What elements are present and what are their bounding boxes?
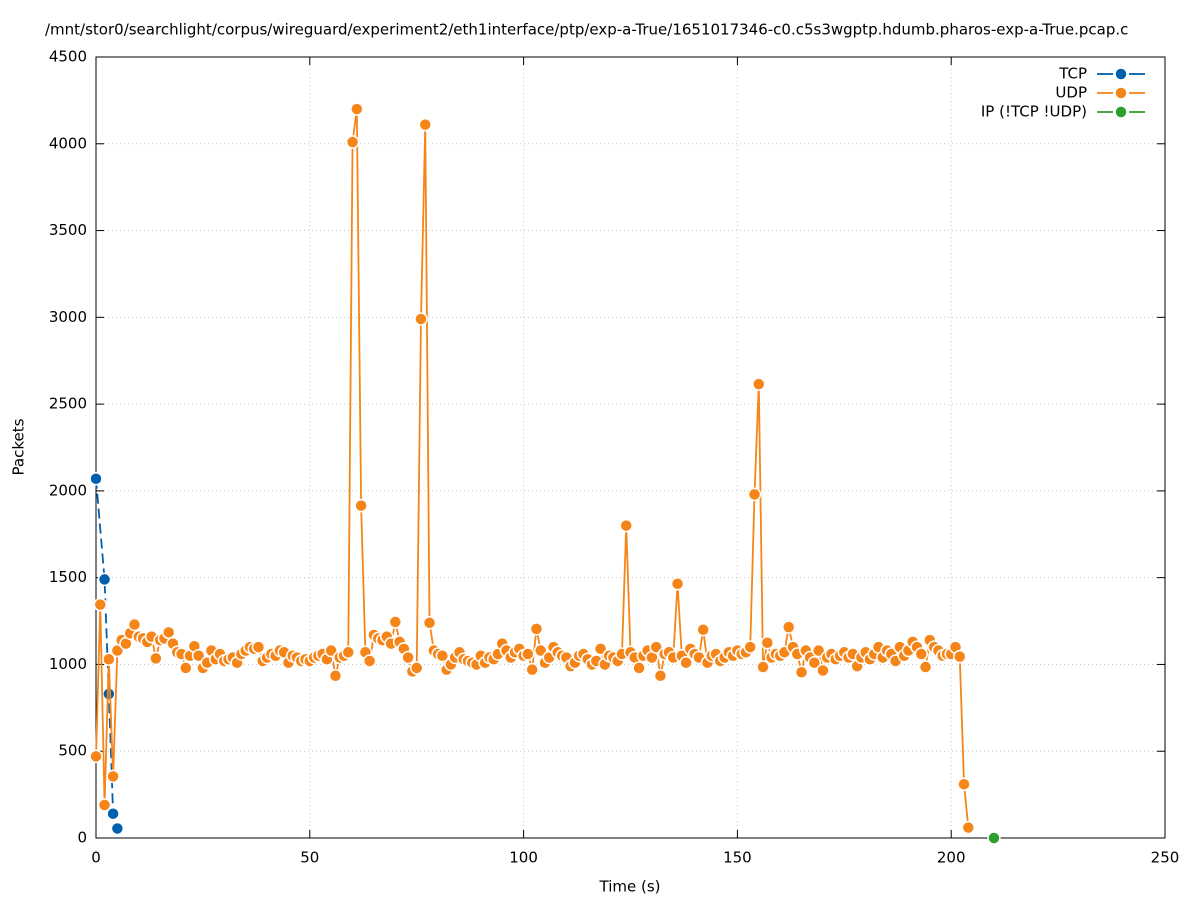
x-axis-label: Time (s) bbox=[599, 878, 661, 896]
data-point bbox=[341, 645, 356, 660]
data-point bbox=[435, 649, 450, 663]
data-point bbox=[106, 769, 120, 784]
data-point bbox=[781, 620, 796, 634]
data-point bbox=[409, 661, 424, 675]
y-tick-label: 1500 bbox=[49, 568, 87, 586]
data-point bbox=[97, 798, 112, 812]
data-point bbox=[756, 660, 770, 674]
data-point bbox=[89, 749, 103, 764]
data-point bbox=[529, 622, 544, 636]
x-tick-label: 200 bbox=[937, 849, 966, 867]
data-point bbox=[794, 665, 809, 680]
x-tick-label: 50 bbox=[300, 849, 319, 867]
data-point bbox=[251, 640, 266, 654]
chart-title: /mnt/stor0/searchlight/corpus/wireguard/… bbox=[45, 21, 1128, 39]
legend-label: TCP bbox=[1058, 65, 1087, 83]
y-tick-label: 0 bbox=[77, 829, 87, 847]
data-point bbox=[632, 661, 646, 675]
x-tick-label: 150 bbox=[723, 849, 752, 867]
plot-frame bbox=[95, 56, 1166, 839]
data-point bbox=[696, 622, 710, 637]
data-point bbox=[752, 377, 766, 391]
data-point bbox=[533, 643, 548, 658]
y-tick-label: 500 bbox=[58, 742, 87, 760]
data-point bbox=[747, 487, 762, 502]
data-point bbox=[743, 640, 757, 654]
data-point bbox=[811, 643, 826, 658]
data-point bbox=[807, 655, 822, 670]
data-point bbox=[127, 617, 142, 632]
x-tick-label: 0 bbox=[91, 849, 101, 867]
y-tick-label: 3500 bbox=[49, 221, 87, 239]
data-point bbox=[110, 821, 125, 836]
data-point bbox=[961, 820, 976, 835]
y-tick-label: 3000 bbox=[49, 308, 87, 326]
y-tick-label: 2000 bbox=[49, 481, 87, 499]
x-tick-label: 250 bbox=[1151, 849, 1180, 867]
data-point bbox=[106, 806, 120, 821]
x-tick-label: 100 bbox=[509, 849, 538, 867]
data-point bbox=[760, 636, 775, 650]
data-point bbox=[679, 655, 693, 670]
data-point bbox=[97, 572, 112, 587]
data-point bbox=[414, 312, 428, 326]
data-point bbox=[179, 661, 193, 675]
data-point bbox=[918, 660, 933, 674]
y-tick-label: 1000 bbox=[49, 655, 87, 673]
data-point bbox=[418, 117, 433, 132]
data-point bbox=[328, 668, 343, 683]
data-point bbox=[670, 576, 685, 591]
legend-label: IP (!TCP !UDP) bbox=[981, 103, 1087, 121]
data-point bbox=[649, 640, 663, 654]
series-line bbox=[95, 108, 970, 828]
data-point bbox=[422, 616, 437, 630]
data-point bbox=[521, 647, 535, 661]
data-point bbox=[619, 518, 633, 533]
data-point bbox=[401, 650, 415, 665]
data-point bbox=[816, 663, 830, 678]
legend-swatch bbox=[1114, 105, 1128, 119]
data-point bbox=[593, 642, 608, 656]
data-point bbox=[93, 597, 108, 612]
data-point bbox=[324, 643, 338, 658]
data-point bbox=[653, 668, 668, 683]
data-point bbox=[914, 647, 929, 661]
data-point bbox=[362, 654, 377, 668]
legend-label: UDP bbox=[1055, 84, 1087, 102]
data-point bbox=[525, 662, 539, 677]
data-point bbox=[957, 777, 971, 791]
data-point bbox=[149, 651, 163, 666]
y-tick-label: 4000 bbox=[49, 134, 87, 152]
data-point bbox=[161, 625, 176, 640]
y-tick-label: 4500 bbox=[49, 48, 87, 66]
legend-swatch bbox=[1114, 67, 1128, 81]
data-point bbox=[345, 135, 360, 149]
y-tick-label: 2500 bbox=[49, 395, 87, 413]
data-point bbox=[191, 649, 206, 663]
data-point bbox=[354, 498, 368, 513]
data-point bbox=[388, 615, 403, 629]
data-point bbox=[89, 471, 103, 486]
y-axis-label: Packets bbox=[10, 418, 28, 475]
data-point bbox=[987, 831, 1001, 845]
legend-swatch bbox=[1114, 86, 1128, 100]
data-point bbox=[102, 652, 116, 666]
data-point bbox=[953, 649, 967, 664]
data-point bbox=[350, 102, 364, 116]
